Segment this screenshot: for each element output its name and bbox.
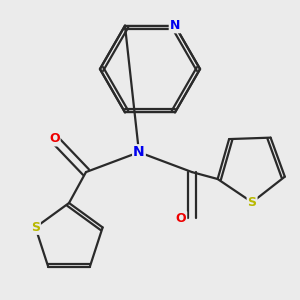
Text: N: N [170,19,180,32]
Text: N: N [170,19,180,32]
Text: S: S [248,196,256,209]
Text: O: O [49,133,60,146]
Text: N: N [133,145,145,159]
Text: O: O [176,212,186,225]
Text: S: S [31,221,40,234]
